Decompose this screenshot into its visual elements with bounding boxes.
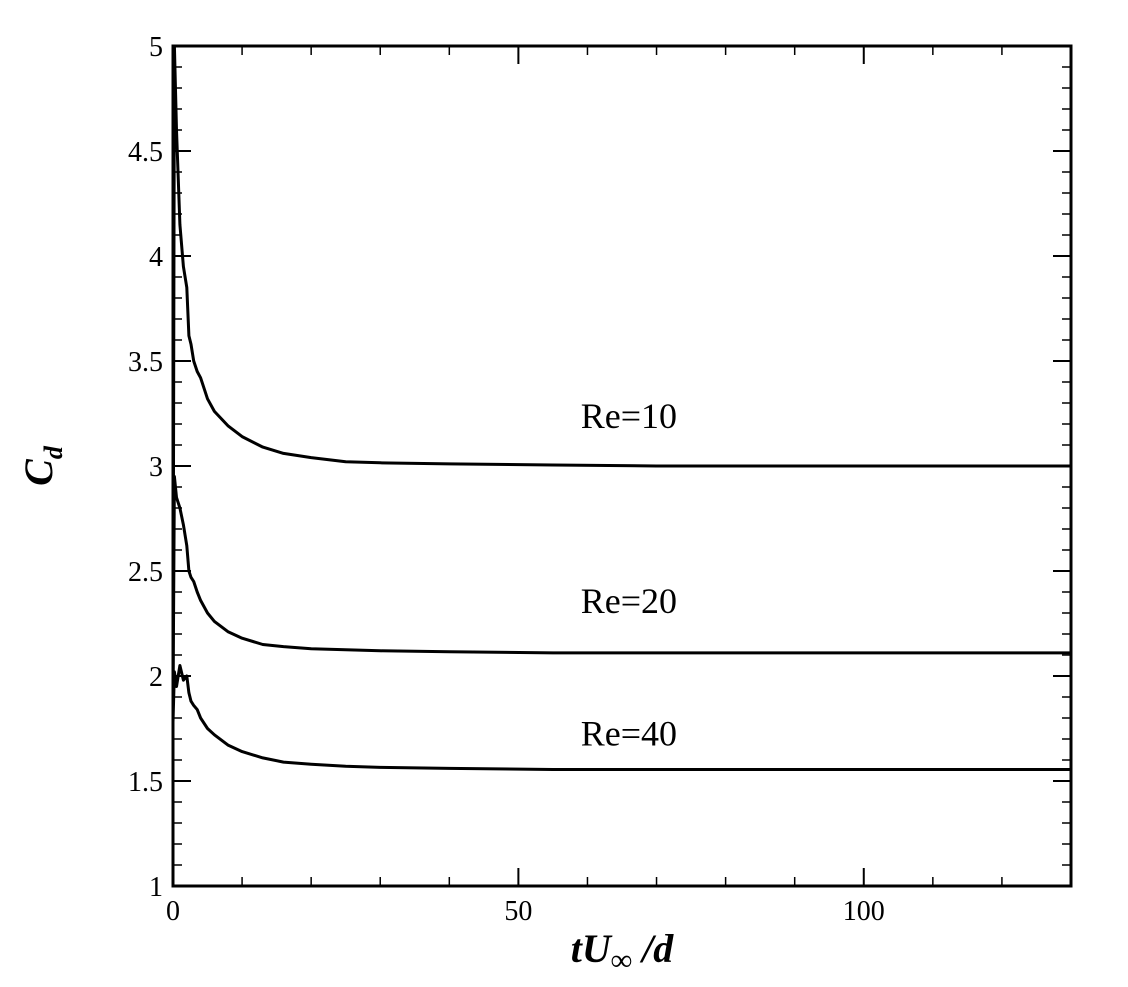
y-tick-label: 5: [149, 32, 163, 63]
y-axis-title-sub: d: [39, 445, 68, 459]
y-tick-label: 2: [149, 662, 163, 693]
series-annotation-2: Re=20: [581, 581, 677, 621]
y-tick-label: 2.5: [128, 557, 163, 588]
y-axis-title-main: C: [16, 458, 61, 486]
x-tick-label: 100: [843, 896, 885, 927]
y-tick-label: 1.5: [128, 767, 163, 798]
y-tick-label: 4.5: [128, 137, 163, 168]
series-annotation-3: Re=40: [581, 713, 677, 753]
y-axis-title: Cd: [16, 445, 68, 486]
plot-frame: [171, 44, 1073, 888]
y-tick-label: 1: [149, 872, 163, 903]
x-axis-title-sub: ∞: [611, 944, 632, 977]
x-axis-title: tU∞ /d: [571, 926, 675, 977]
series-line-3: [171, 664, 1071, 771]
x-axis-title-main: tU: [571, 926, 613, 971]
x-tick-label: 50: [504, 896, 532, 927]
series-line-1: [171, 44, 1071, 698]
series-annotations: Re=10 Re=20 Re=40: [581, 396, 677, 753]
tick-labels: 11.522.533.544.550 50 100: [128, 32, 885, 927]
y-tick-label: 4: [149, 242, 163, 273]
series-annotation-1: Re=10: [581, 396, 677, 436]
series-lines: [171, 44, 1071, 771]
y-tick-label: 3.5: [128, 347, 163, 378]
x-axis-title-tail: /d: [632, 926, 674, 971]
series-line-2: [171, 475, 1071, 708]
y-tick-label: 3: [149, 452, 163, 483]
x-tick-label: 0: [166, 896, 180, 927]
